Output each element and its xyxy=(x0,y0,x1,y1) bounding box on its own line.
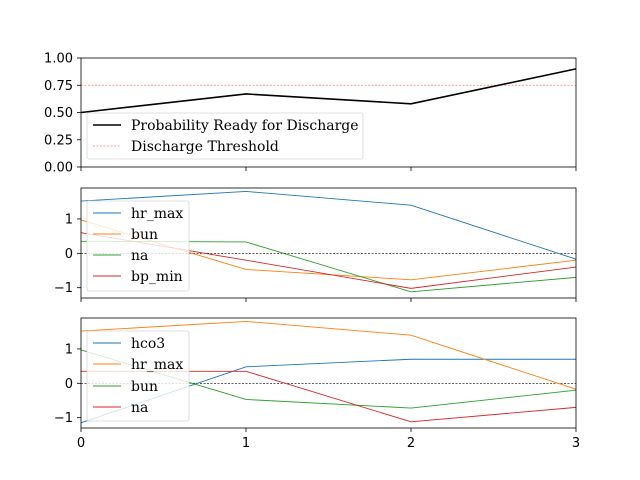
axes-frame xyxy=(80,317,577,429)
chart-panel-1: 0.00 0.25 0.50 0.75 1.00 Probability Ready fo… xyxy=(44,52,577,176)
legend-label: Discharge Threshold xyxy=(131,139,279,155)
axes-frame xyxy=(80,187,577,299)
y-tick-label: 0.00 xyxy=(44,161,73,176)
y-tick-label: 1.00 xyxy=(44,52,73,67)
y-tick-label: −1 xyxy=(54,411,73,426)
y-tick-label: 0.75 xyxy=(44,79,73,94)
legend-label: bp_min xyxy=(131,269,183,285)
legend-label: hr_max xyxy=(131,206,183,222)
x-tick-label: 2 xyxy=(407,436,415,451)
y-tick-label: 1 xyxy=(65,342,73,357)
legend-box xyxy=(86,330,190,422)
x-tick-label: 3 xyxy=(572,436,580,451)
y-tick-label: 0 xyxy=(65,247,73,262)
y-tick-label: 0 xyxy=(65,377,73,392)
x-tick-label: 1 xyxy=(242,436,250,451)
legend-label: bun xyxy=(131,227,158,243)
y-tick-label: −1 xyxy=(54,281,73,296)
axes-frame xyxy=(80,57,577,168)
legend-label: na xyxy=(131,248,148,264)
legend-box xyxy=(86,200,190,292)
legend-label: bun xyxy=(131,379,158,395)
series-line-Probability Ready for Discharge xyxy=(80,68,577,114)
series-line-hr_max xyxy=(80,320,577,390)
y-tick-label: 0.25 xyxy=(44,133,73,148)
y-tick-label: 0.50 xyxy=(44,106,73,121)
legend-label: Probability Ready for Discharge xyxy=(131,118,359,134)
y-tick-label: 1 xyxy=(65,212,73,227)
x-tick-label: 0 xyxy=(77,436,85,451)
legend-box xyxy=(86,112,364,160)
series-line-hr_max xyxy=(80,190,577,260)
legend-label: hr_max xyxy=(131,357,183,373)
legend: Probability Ready for Discharge Discharge… xyxy=(86,112,364,160)
legend-label: hco3 xyxy=(131,336,165,352)
legend-label: na xyxy=(131,400,148,416)
